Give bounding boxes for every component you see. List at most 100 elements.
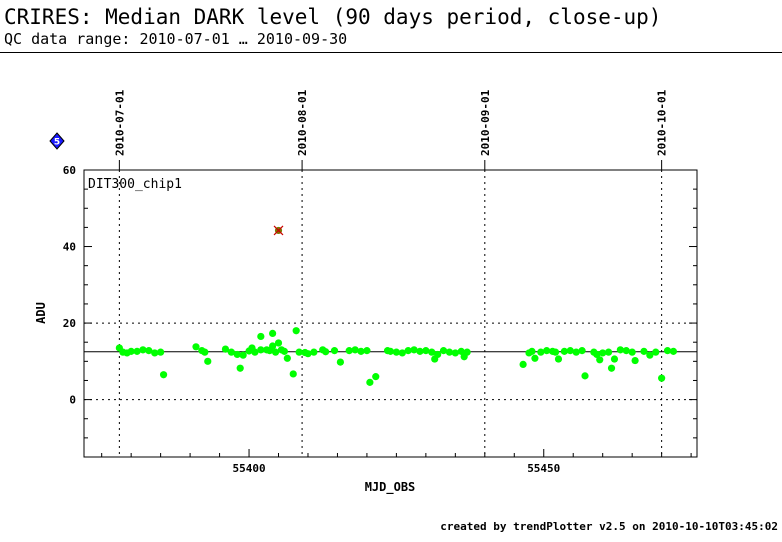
data-point [604, 348, 613, 356]
data-point [133, 347, 141, 355]
plot-frame [83, 169, 698, 458]
data-point [295, 348, 303, 356]
data-point [372, 373, 380, 381]
data-point [457, 347, 465, 355]
data-point [322, 348, 330, 356]
data-point [416, 347, 424, 355]
data-point [610, 355, 619, 363]
data-point [463, 348, 471, 356]
date-marker-label: 2010-07-01 [113, 89, 126, 156]
data-point [631, 356, 639, 365]
data-point [289, 370, 297, 378]
data-point [596, 356, 604, 364]
data-point [599, 349, 607, 357]
data-point [233, 350, 241, 359]
data-point [658, 374, 666, 382]
data-point [386, 347, 395, 355]
outlier-count-label: 5 [54, 138, 60, 148]
x-tick-label: 55400 [232, 462, 265, 475]
data-point [578, 347, 586, 355]
data-point [351, 346, 359, 354]
footer-credit: created by trendPlotter v2.5 on 2010-10-… [440, 520, 778, 533]
data-point [519, 360, 527, 368]
data-point [204, 357, 212, 365]
data-point [251, 348, 259, 356]
data-point [537, 348, 545, 356]
points-layer [115, 225, 678, 386]
data-point [581, 372, 589, 380]
data-point [434, 350, 442, 359]
outlier-cross-b [273, 225, 284, 236]
data-point [269, 342, 277, 350]
data-point [159, 371, 168, 379]
date-marker-label: 2010-08-01 [296, 89, 309, 156]
data-point [566, 347, 574, 355]
outlier-point [273, 225, 284, 236]
outlier-count-badge[interactable]: 5 [49, 132, 65, 150]
x-axis-label: MJD_OBS [365, 480, 416, 495]
data-point [192, 343, 200, 351]
grid-layer [84, 170, 697, 457]
y-tick-label: 0 [69, 394, 76, 407]
data-point [451, 349, 459, 357]
panel-label: DIT300_chip1 [88, 177, 182, 192]
data-point [139, 346, 147, 354]
data-point [274, 339, 283, 347]
data-point [345, 347, 353, 355]
data-point [404, 347, 412, 355]
data-point [543, 347, 551, 355]
data-point [271, 348, 280, 356]
data-point [554, 355, 563, 363]
data-point [151, 349, 159, 357]
data-point [669, 347, 678, 355]
data-point [593, 350, 601, 359]
data-point [628, 348, 636, 356]
data-point [646, 351, 654, 359]
data-point [363, 347, 371, 355]
data-point [572, 348, 580, 356]
data-point [280, 347, 289, 355]
data-point [357, 347, 365, 355]
data-point [292, 327, 300, 335]
y-tick-label: 60 [63, 164, 76, 177]
data-point [127, 347, 135, 355]
data-point [663, 347, 672, 355]
data-point [269, 329, 277, 337]
date-marker-label: 2010-09-01 [479, 89, 492, 156]
y-tick-label: 40 [63, 241, 76, 254]
data-point [622, 347, 630, 355]
data-point [560, 347, 568, 355]
y-axis-label: ADU [34, 302, 48, 324]
data-point [336, 358, 344, 366]
data-point [239, 351, 247, 359]
data-point [439, 347, 448, 355]
chart-subtitle: QC data range: 2010-07-01 … 2010-09-30 [4, 30, 348, 48]
data-point [221, 345, 230, 353]
header-divider [0, 52, 782, 53]
data-point [201, 348, 209, 356]
data-point [257, 332, 265, 341]
y-tick-label: 20 [63, 317, 76, 330]
data-point [257, 346, 265, 354]
data-point [445, 348, 454, 356]
data-point [392, 348, 400, 356]
data-point [640, 347, 648, 355]
data-point [236, 364, 244, 372]
axes-layer [83, 160, 698, 458]
data-point [528, 347, 536, 355]
data-point [428, 348, 436, 356]
data-point [310, 348, 318, 356]
data-point [410, 346, 418, 354]
data-point [652, 348, 660, 356]
data-point [616, 346, 624, 354]
data-point [531, 354, 539, 362]
data-point [398, 349, 406, 357]
chart-title: CRIRES: Median DARK level (90 days perio… [4, 5, 662, 29]
data-point [551, 348, 560, 356]
data-point [366, 378, 374, 386]
data-point [145, 347, 153, 355]
data-point [422, 347, 430, 355]
data-point [330, 347, 339, 355]
labels-layer: 2010-07-01 2010-08-01 2010-09-01 2010-10-01… [63, 89, 669, 475]
